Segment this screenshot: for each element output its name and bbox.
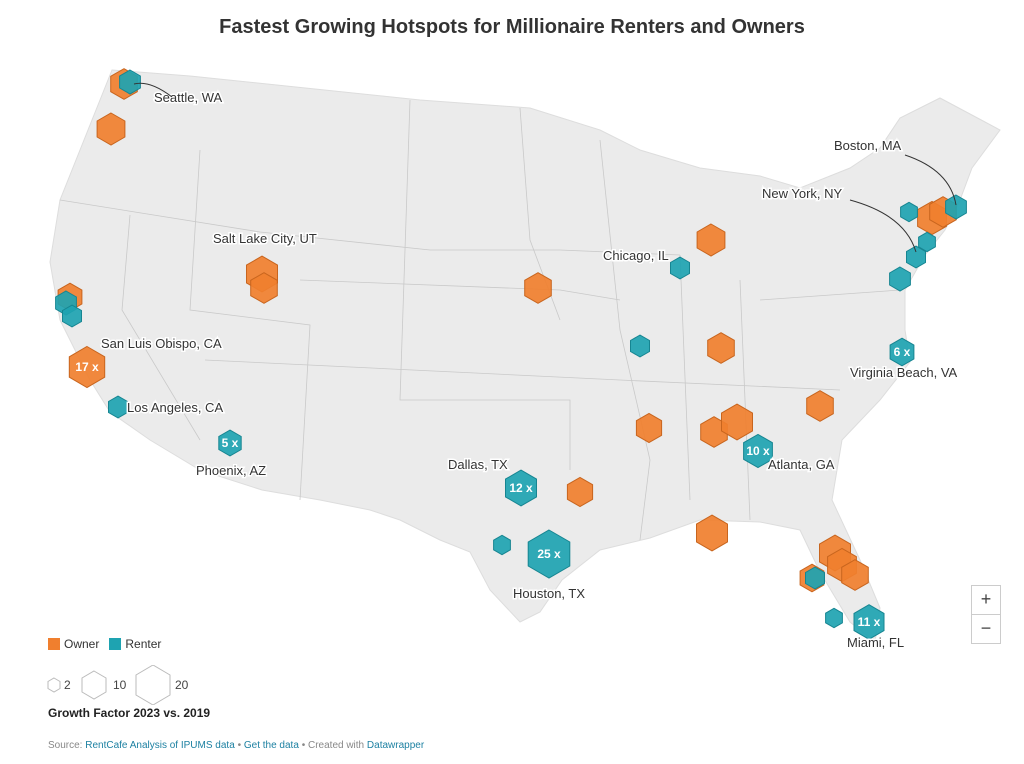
renter-hex-marker[interactable] — [889, 337, 915, 367]
size-label-2: 2 — [64, 678, 71, 692]
owner-hex-marker[interactable] — [721, 403, 753, 441]
marker-value-label: 25 x — [537, 547, 561, 561]
size-legend: 2 10 20 — [47, 665, 189, 705]
owner-hex-marker[interactable] — [566, 476, 594, 508]
city-label: Atlanta, GA — [768, 457, 835, 472]
size-hex-2 — [47, 677, 61, 693]
state-borders — [59, 99, 901, 541]
renter-hex-marker[interactable] — [493, 534, 511, 556]
owner-hex-marker[interactable] — [696, 223, 726, 257]
separator: • — [237, 740, 242, 751]
renter-hex-marker[interactable] — [119, 69, 141, 95]
legend-title: Growth Factor 2023 vs. 2019 — [48, 706, 211, 720]
renter-hex-marker[interactable] — [825, 607, 843, 629]
owner-hex-marker[interactable] — [96, 112, 126, 146]
marker-value-label: 5 x — [222, 436, 239, 450]
city-label: Los Angeles, CA — [127, 400, 223, 415]
legend-renter: Renter — [125, 637, 162, 651]
renter-hex-marker[interactable] — [743, 433, 773, 469]
city-label: Phoenix, AZ — [196, 463, 266, 478]
renter-hex-marker[interactable] — [62, 304, 82, 328]
marker-value-label: 17 x — [75, 360, 99, 374]
renter-hex-marker[interactable] — [889, 266, 911, 292]
city-label: Virginia Beach, VA — [850, 365, 958, 380]
marker-value-label: 10 x — [746, 444, 770, 458]
renter-hex-marker[interactable] — [505, 469, 537, 507]
size-label-10: 10 — [113, 678, 127, 692]
renter-hex-marker[interactable] — [108, 395, 128, 419]
renter-hex-marker[interactable] — [630, 334, 650, 358]
city-label: Houston, TX — [513, 586, 585, 601]
source-label: Source: — [48, 740, 83, 751]
city-label: Dallas, TX — [448, 457, 508, 472]
source-link[interactable]: RentCafe Analysis of IPUMS data — [85, 740, 235, 751]
chart-title: Fastest Growing Hotspots for Millionaire… — [219, 16, 805, 38]
created-label: Created with — [307, 740, 365, 751]
size-hex-20 — [135, 665, 171, 705]
size-hex-10 — [81, 670, 107, 700]
renter-hex-marker[interactable] — [853, 604, 885, 640]
marker-value-label: 6 x — [894, 345, 911, 359]
owner-hex-marker[interactable] — [841, 559, 869, 591]
city-label: Seattle, WA — [154, 90, 222, 105]
marker-value-label: 11 x — [858, 615, 881, 629]
owner-hex-marker[interactable] — [524, 272, 552, 304]
size-label-20: 20 — [175, 678, 189, 692]
footer: Source: RentCafe Analysis of IPUMS data … — [48, 740, 424, 751]
city-label: Miami, FL — [847, 635, 904, 650]
owner-hex-marker[interactable] — [635, 412, 663, 444]
renter-hex-marker[interactable] — [670, 256, 690, 280]
zoom-in-button[interactable]: + — [971, 585, 1001, 615]
renter-swatch — [109, 638, 122, 650]
separator: • — [301, 740, 306, 751]
callout-arrows — [133, 82, 957, 253]
renter-hex-marker[interactable] — [918, 231, 936, 253]
renter-hex-marker[interactable] — [218, 429, 242, 457]
city-label: Salt Lake City, UT — [213, 231, 317, 246]
city-label: San Luis Obispo, CA — [101, 336, 222, 351]
owner-hex-marker[interactable] — [707, 332, 735, 364]
renter-hex-marker[interactable] — [906, 245, 926, 269]
legend: Owner Renter — [48, 637, 161, 651]
datawrapper-link[interactable]: Datawrapper — [366, 740, 425, 751]
legend-owner: Owner — [64, 637, 100, 651]
city-label: Boston, MA — [834, 138, 902, 153]
renter-hex-marker[interactable] — [945, 194, 967, 220]
renter-hex-marker[interactable] — [527, 529, 571, 579]
owner-hex-marker[interactable] — [696, 514, 728, 552]
marker-value-label: 12 x — [509, 481, 533, 495]
city-label: New York, NY — [762, 186, 843, 201]
owner-hex-marker[interactable] — [68, 345, 106, 389]
owner-hex-marker[interactable] — [806, 390, 834, 422]
owner-hex-marker[interactable] — [250, 272, 278, 304]
city-label: Chicago, IL — [603, 248, 669, 263]
get-data-link[interactable]: Get the data — [243, 740, 299, 751]
us-land — [49, 69, 1001, 643]
renter-hex-marker[interactable] — [805, 566, 825, 590]
zoom-out-button[interactable]: − — [971, 614, 1001, 644]
renter-hex-marker[interactable] — [900, 201, 918, 223]
owner-swatch — [48, 638, 60, 650]
